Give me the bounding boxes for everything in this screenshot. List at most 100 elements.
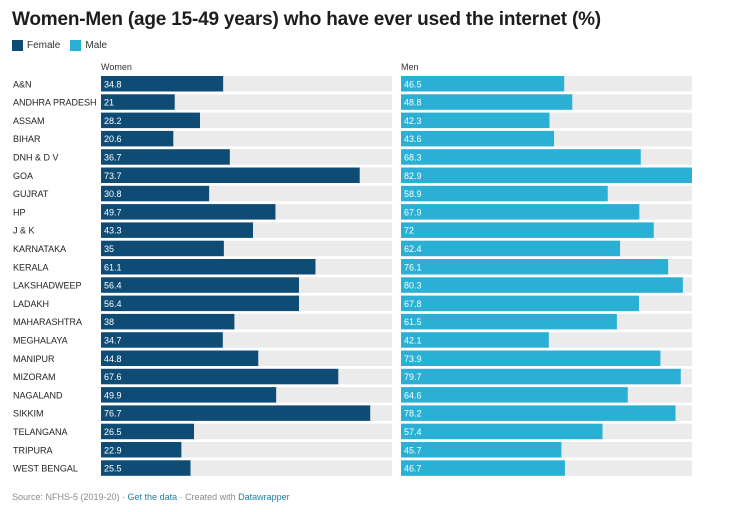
- value-label-male: 68.3: [404, 152, 422, 162]
- bar-female: [101, 423, 195, 440]
- category-label: MIZORAM: [13, 372, 56, 382]
- category-label: HP: [13, 207, 26, 217]
- value-label-female: 26.5: [104, 427, 122, 437]
- bar-female: [101, 112, 200, 129]
- category-label: KERALA: [13, 262, 49, 272]
- bar-male: [401, 405, 676, 421]
- category-label: MANIPUR: [13, 354, 55, 364]
- bar-male: [401, 204, 640, 220]
- value-label-male: 73.9: [404, 354, 422, 364]
- category-label: MEGHALAYA: [13, 335, 68, 345]
- bar-male: [401, 222, 654, 238]
- category-label: KARNATAKA: [13, 244, 66, 254]
- bar-male: [401, 76, 565, 92]
- value-label-female: 67.6: [104, 372, 122, 382]
- value-label-male: 57.4: [404, 427, 422, 437]
- bar-female: [101, 405, 371, 421]
- value-label-female: 34.7: [104, 335, 122, 345]
- source-note: Source: NFHS-5 (2019-20): [12, 492, 120, 502]
- category-label: MAHARASHTRA: [13, 317, 82, 327]
- value-label-female: 44.8: [104, 354, 122, 364]
- value-label-male: 72: [404, 226, 414, 236]
- panel-header-men: Men: [401, 62, 419, 72]
- datawrapper-link[interactable]: Datawrapper: [238, 492, 290, 502]
- category-label: GOA: [13, 171, 33, 181]
- bar-male: [401, 350, 661, 366]
- bar-male: [401, 442, 562, 458]
- bar-male: [401, 368, 681, 385]
- value-label-male: 80.3: [404, 281, 422, 291]
- category-label: TELANGANA: [13, 427, 68, 437]
- value-label-male: 43.6: [404, 134, 422, 144]
- category-label: SIKKIM: [13, 409, 44, 419]
- bar-male: [401, 130, 555, 147]
- bar-male: [401, 240, 621, 257]
- value-label-male: 79.7: [404, 372, 422, 382]
- value-label-male: 58.9: [404, 189, 422, 199]
- value-label-male: 78.2: [404, 409, 422, 419]
- panel-header-women: Women: [101, 62, 132, 72]
- value-label-female: 49.7: [104, 207, 122, 217]
- bar-female: [101, 149, 230, 165]
- value-label-female: 76.7: [104, 409, 122, 419]
- bar-male: [401, 167, 692, 183]
- bar-female: [101, 313, 235, 330]
- value-label-male: 42.3: [404, 116, 422, 126]
- value-label-female: 25.5: [104, 464, 122, 474]
- category-label: GUJRAT: [13, 189, 49, 199]
- legend-label-female: Female: [27, 40, 61, 51]
- value-label-male: 46.5: [404, 79, 422, 89]
- value-label-female: 34.8: [104, 79, 122, 89]
- bar-male: [401, 149, 641, 165]
- value-label-male: 67.8: [404, 299, 422, 309]
- value-label-female: 35: [104, 244, 114, 254]
- category-label: LAKSHADWEEP: [13, 281, 82, 291]
- bar-male: [401, 295, 639, 312]
- bar-male: [401, 460, 565, 476]
- value-label-male: 61.5: [404, 317, 422, 327]
- value-label-male: 42.1: [404, 335, 422, 345]
- value-label-female: 21: [104, 98, 114, 108]
- category-label: J & K: [13, 226, 35, 236]
- value-label-male: 67.9: [404, 207, 422, 217]
- value-label-female: 22.9: [104, 445, 122, 455]
- value-label-female: 38: [104, 317, 114, 327]
- bar-male: [401, 259, 669, 275]
- value-label-male: 48.8: [404, 98, 422, 108]
- bar-female: [101, 76, 224, 92]
- category-label: DNH & D V: [13, 152, 59, 162]
- bar-male: [401, 94, 573, 110]
- category-label: ASSAM: [13, 116, 45, 126]
- bar-male: [401, 313, 617, 330]
- value-label-female: 56.4: [104, 281, 122, 291]
- value-label-male: 76.1: [404, 262, 422, 272]
- bar-female: [101, 368, 339, 385]
- bar-female: [101, 350, 259, 366]
- category-label: LADAKH: [13, 299, 49, 309]
- value-label-female: 28.2: [104, 116, 122, 126]
- bar-male: [401, 387, 628, 403]
- bar-female: [101, 94, 175, 110]
- footer-separator: ·: [119, 492, 128, 502]
- category-label: BIHAR: [13, 134, 41, 144]
- bar-female: [101, 295, 299, 312]
- bar-female: [101, 240, 224, 257]
- value-label-male: 62.4: [404, 244, 422, 254]
- get-the-data-link[interactable]: Get the data: [127, 492, 178, 502]
- bar-male: [401, 423, 603, 440]
- value-label-female: 36.7: [104, 152, 122, 162]
- legend-item-female: Female: [12, 40, 60, 51]
- value-label-female: 49.9: [104, 390, 122, 400]
- chart-title: Women-Men (age 15-49 years) who have eve…: [12, 9, 601, 30]
- bar-male: [401, 112, 550, 129]
- bar-female: [101, 332, 223, 348]
- value-label-female: 20.6: [104, 134, 122, 144]
- value-label-female: 73.7: [104, 171, 122, 181]
- bar-female: [101, 442, 182, 458]
- value-label-female: 30.8: [104, 189, 122, 199]
- category-label: TRIPURA: [13, 445, 53, 455]
- bar-male: [401, 185, 608, 202]
- bar-female: [101, 387, 277, 403]
- legend-label-male: Male: [85, 40, 108, 51]
